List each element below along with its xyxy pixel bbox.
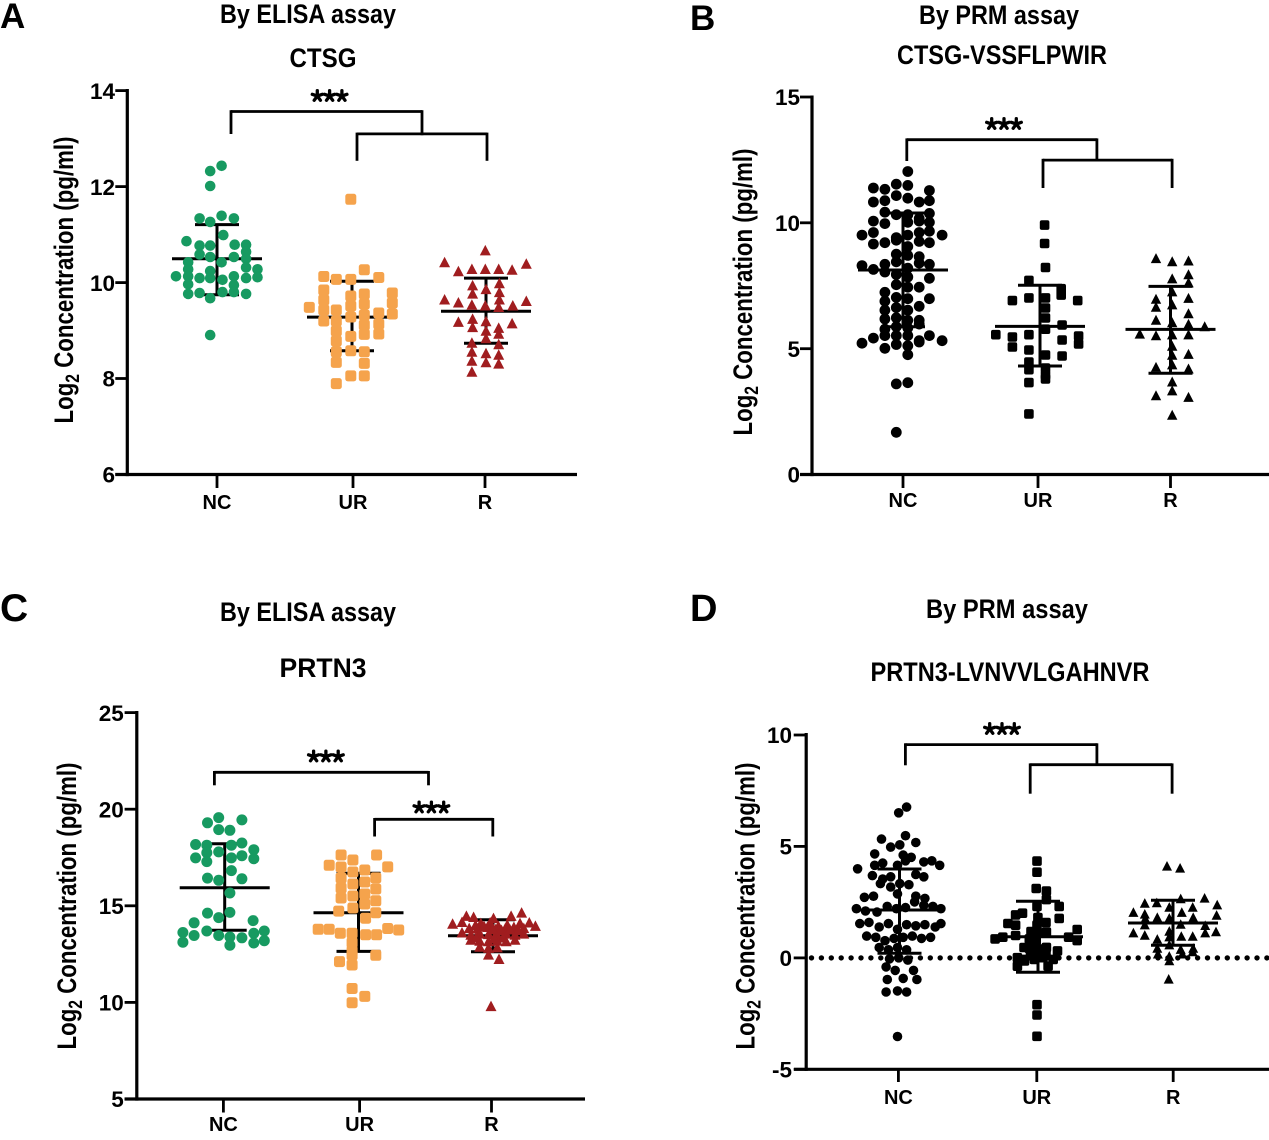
svg-text:10: 10 xyxy=(775,211,800,236)
svg-text:R: R xyxy=(1163,490,1178,512)
svg-text:10: 10 xyxy=(90,271,115,296)
svg-text:By ELISA assay: By ELISA assay xyxy=(220,597,396,627)
svg-text:Log2 Concentration (pg/ml): Log2 Concentration (pg/ml) xyxy=(728,149,763,436)
svg-text:10: 10 xyxy=(99,991,124,1016)
svg-text:R: R xyxy=(1166,1087,1181,1109)
svg-text:NC: NC xyxy=(884,1087,913,1109)
svg-text:14: 14 xyxy=(90,79,116,104)
svg-text:NC: NC xyxy=(209,1114,238,1136)
svg-text:UR: UR xyxy=(1022,1087,1051,1109)
svg-text:-5: -5 xyxy=(772,1058,792,1083)
svg-text:NC: NC xyxy=(203,492,232,514)
svg-text:C: C xyxy=(0,587,28,630)
svg-text:CTSG-VSSFLPWIR: CTSG-VSSFLPWIR xyxy=(897,40,1107,70)
svg-text:CTSG: CTSG xyxy=(290,43,357,73)
svg-text:By PRM assay: By PRM assay xyxy=(926,594,1088,624)
svg-text:NC: NC xyxy=(889,490,918,512)
svg-text:By ELISA assay: By ELISA assay xyxy=(220,0,396,29)
svg-text:By PRM assay: By PRM assay xyxy=(919,0,1079,30)
svg-text:UR: UR xyxy=(1024,490,1053,512)
svg-text:5: 5 xyxy=(111,1087,124,1112)
svg-text:PRTN3-LVNVVLGAHNVR: PRTN3-LVNVVLGAHNVR xyxy=(871,657,1150,687)
svg-text:A: A xyxy=(0,0,25,36)
svg-text:R: R xyxy=(484,1114,499,1136)
svg-text:UR: UR xyxy=(339,492,368,514)
svg-text:0: 0 xyxy=(779,946,792,971)
svg-text:0: 0 xyxy=(787,463,800,488)
svg-text:6: 6 xyxy=(102,463,115,488)
svg-text:R: R xyxy=(478,492,493,514)
svg-text:10: 10 xyxy=(767,723,792,748)
svg-text:5: 5 xyxy=(779,835,792,860)
svg-text:20: 20 xyxy=(99,797,124,822)
svg-text:UR: UR xyxy=(345,1114,374,1136)
svg-text:Log2 Concentration (pg/ml): Log2 Concentration (pg/ml) xyxy=(731,763,766,1050)
svg-text:5: 5 xyxy=(787,337,800,362)
svg-text:8: 8 xyxy=(102,367,115,392)
svg-text:B: B xyxy=(690,0,715,38)
svg-text:D: D xyxy=(690,588,717,630)
svg-text:PRTN3: PRTN3 xyxy=(280,653,367,683)
svg-text:15: 15 xyxy=(775,85,800,110)
svg-text:25: 25 xyxy=(99,701,124,726)
svg-text:15: 15 xyxy=(99,894,124,919)
svg-text:12: 12 xyxy=(90,175,115,200)
